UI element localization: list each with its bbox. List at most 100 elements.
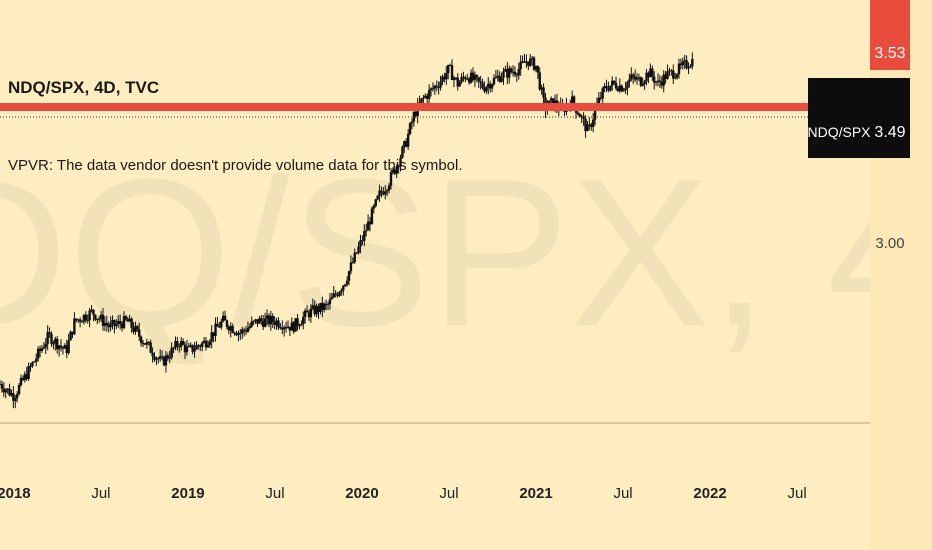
candle-body [143, 343, 147, 345]
candle-body [155, 358, 158, 360]
x-tick-label: 2019 [171, 485, 204, 502]
candle-body [40, 348, 44, 352]
candle-body [551, 98, 555, 107]
candle-body [57, 345, 61, 350]
candle-body [590, 124, 593, 127]
candle-body [384, 191, 387, 195]
candle-body [654, 81, 658, 83]
candle-body [689, 66, 692, 68]
candle-body [63, 345, 67, 349]
candle-body [80, 321, 84, 323]
candle-body [2, 388, 6, 393]
candle-body [521, 61, 524, 63]
candle-body [307, 312, 311, 318]
candle-body [349, 262, 353, 272]
candle-body [597, 97, 601, 104]
candle-body [324, 303, 328, 305]
candle-body [509, 68, 513, 73]
candle-body [298, 325, 301, 327]
candle-body [614, 83, 618, 89]
candle-body [200, 342, 204, 347]
candle-body [673, 77, 677, 79]
candle-body [244, 330, 248, 332]
candle-body [353, 252, 356, 263]
candle-body [239, 332, 242, 334]
candle-body [351, 262, 355, 264]
candle-body [305, 310, 309, 313]
candle-body [164, 355, 168, 366]
candle-body [342, 285, 345, 291]
candle-body [578, 114, 582, 117]
candle-body [641, 84, 644, 86]
candle-body [366, 221, 370, 231]
resistance-line[interactable] [0, 103, 808, 111]
candle-body [454, 77, 458, 79]
candle-body [286, 326, 290, 328]
candle-body [54, 338, 57, 344]
candle-body [120, 324, 124, 329]
candle-body [223, 315, 227, 321]
candle-body [637, 77, 641, 79]
candle-body [611, 80, 614, 86]
candle-body [153, 356, 156, 360]
candle-body [447, 64, 450, 74]
y-tick-label: 3.00 [875, 235, 904, 252]
candle-body [622, 90, 625, 92]
candle-body [481, 82, 484, 88]
candle-body [317, 306, 320, 312]
price-tag-current-label: 3.49 [874, 124, 905, 141]
candle-body [258, 318, 261, 324]
candle-body [44, 343, 47, 348]
candle-body [33, 361, 36, 363]
candle-body [391, 169, 395, 173]
candle-body [191, 344, 194, 352]
candle-body [267, 315, 271, 325]
candle-body [139, 336, 143, 343]
candle-body [385, 190, 389, 192]
candle-body [599, 97, 602, 99]
candle-body [639, 77, 643, 86]
candle-body [345, 280, 349, 285]
candle-body [450, 65, 454, 80]
candle-body [399, 157, 402, 167]
candle-body [607, 88, 610, 91]
candle-body [178, 346, 181, 348]
candle-body [50, 333, 53, 345]
candle-body [466, 78, 469, 80]
candle-body [355, 252, 358, 254]
candle-body [107, 325, 110, 328]
candle-body [181, 341, 185, 345]
candle-body [487, 83, 490, 88]
candle-body [157, 358, 160, 360]
candle-body [588, 124, 591, 126]
candle-body [467, 78, 471, 83]
candle-body [469, 72, 473, 83]
candle-body [323, 303, 326, 310]
candle-body [118, 321, 122, 325]
candle-body [281, 327, 284, 330]
time-axis[interactable]: 2018 Jul 2019 Jul 2020 Jul 2021 Jul 2022 Jul [0, 485, 807, 502]
candle-body [210, 332, 213, 342]
candle-body [269, 316, 273, 325]
candle-body [12, 393, 15, 401]
candle-body [656, 80, 660, 82]
candle-body [368, 221, 372, 225]
candle-body [260, 318, 263, 322]
candle-body [141, 342, 145, 344]
candle-body [536, 65, 540, 73]
candle-body [27, 366, 30, 380]
candle-body [0, 384, 2, 385]
candle-body [315, 306, 318, 315]
candle-body [109, 323, 112, 328]
candle-body [549, 98, 553, 101]
candle-body [126, 319, 129, 322]
candle-body [679, 63, 683, 66]
candle-body [401, 146, 404, 158]
candle-body [624, 88, 627, 91]
candle-body [376, 195, 379, 200]
candle-body [424, 95, 427, 98]
candle-body [403, 141, 406, 147]
candle-body [15, 394, 19, 399]
